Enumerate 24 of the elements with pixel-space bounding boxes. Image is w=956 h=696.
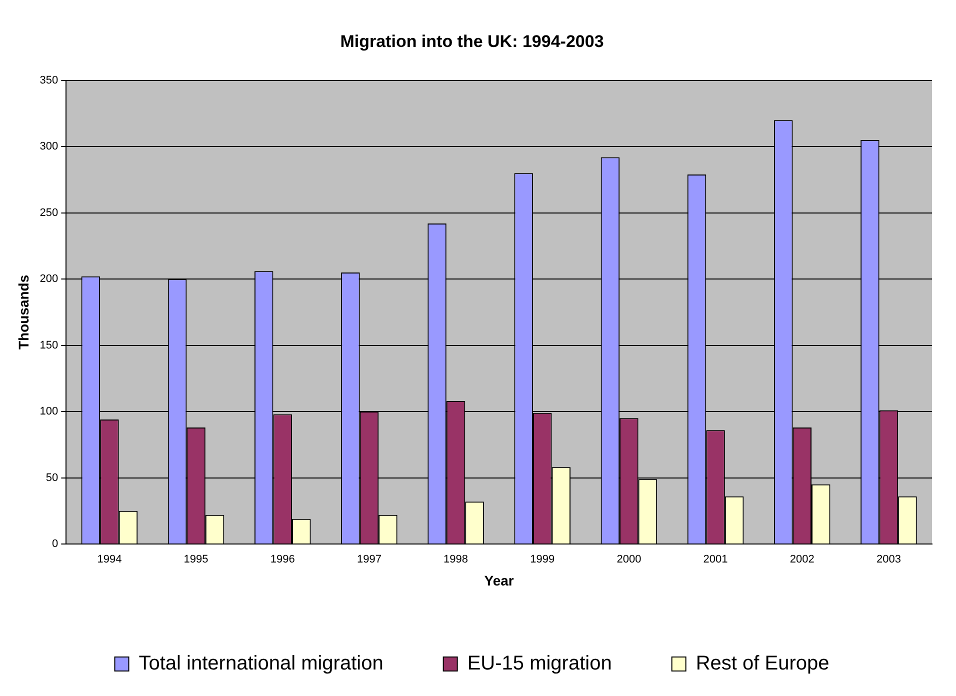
x-tick-label: 1997 [356, 554, 382, 566]
y-tick-label: 150 [40, 339, 58, 352]
x-tick-label: 1995 [184, 554, 208, 566]
y-tick-label: 50 [46, 472, 58, 484]
x-tick-label: 2000 [616, 554, 642, 566]
x-tick-label: 2003 [876, 554, 901, 566]
x-tick-label: 2002 [790, 554, 814, 566]
legend-label: Total international migration [138, 652, 384, 675]
x-tick-label: 1999 [530, 554, 555, 566]
x-axis-title: Year [484, 572, 514, 588]
x-tick-label: 1994 [97, 554, 122, 566]
x-tick-label: 1998 [444, 554, 468, 566]
y-tick-label: 0 [52, 538, 58, 550]
y-tick-label: 350 [40, 74, 58, 86]
chart-title: Migration into the UK: 1994-2003 [340, 32, 604, 51]
y-axis-title: Thousands [15, 274, 32, 350]
y-tick-label: 200 [40, 273, 58, 286]
x-tick-label: 1996 [270, 554, 295, 566]
y-tick-label: 250 [40, 206, 58, 219]
y-tick-label: 100 [40, 406, 58, 418]
x-tick-label: 2001 [703, 554, 728, 566]
legend-label: Rest of Europe [696, 652, 830, 675]
legend-label: EU-15 migration [467, 652, 612, 675]
y-tick-label: 300 [40, 140, 58, 153]
